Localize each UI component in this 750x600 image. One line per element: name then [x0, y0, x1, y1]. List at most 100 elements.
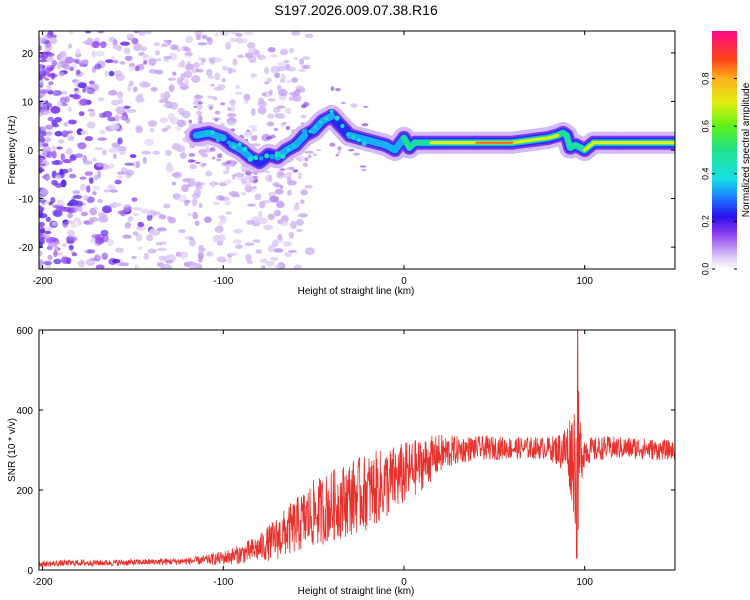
snr-series-line: [39, 330, 675, 567]
noise-blob: [124, 55, 133, 61]
noise-blob: [54, 241, 61, 245]
noise-blob: [198, 255, 203, 263]
noise-blob: [103, 208, 112, 213]
noise-blob: [114, 114, 120, 122]
snr-ylabel: SNR (10 * v/v): [7, 418, 18, 482]
noise-blob: [96, 162, 104, 167]
noise-blob: [206, 68, 213, 77]
snr-panel: 0 200 400 600 -200 -100 0 100 SNR (10 * v/v) H…: [7, 326, 676, 597]
spectrogram-ylabel: Frequency (Hz): [7, 116, 18, 185]
noise-blob: [282, 122, 287, 125]
noise-blob: [200, 62, 205, 66]
noise-blob: [107, 184, 116, 190]
noise-blob: [72, 194, 83, 199]
noise-blob: [94, 63, 102, 70]
noise-blob: [95, 264, 105, 269]
noise-blob: [39, 39, 46, 43]
noise-blob: [39, 166, 43, 174]
y-tick-label: 600: [16, 326, 33, 337]
noise-blob: [54, 130, 63, 137]
noise-blob: [47, 242, 57, 247]
noise-blob: [195, 110, 203, 115]
noise-blob: [214, 72, 221, 81]
noise-blob: [197, 42, 208, 46]
noise-blob: [163, 91, 171, 99]
noise-blob: [88, 217, 95, 224]
noise-blob: [267, 113, 275, 119]
noise-blob: [112, 153, 117, 160]
noise-blob: [117, 91, 124, 99]
noise-blob: [156, 227, 167, 232]
spectrogram-y-axis: -20 -10 0 10 20: [19, 49, 675, 254]
noise-blob: [97, 31, 105, 34]
noise-blob: [267, 213, 276, 221]
noise-blob: [83, 194, 89, 201]
noise-blob: [216, 256, 227, 262]
snr-xlabel: Height of straight line (km): [298, 586, 415, 597]
noise-blob: [285, 79, 292, 84]
noise-blob: [186, 60, 191, 68]
noise-blob: [244, 242, 255, 247]
noise-blob: [276, 105, 286, 109]
noise-blob: [44, 51, 52, 55]
y-tick-label: 20: [22, 49, 34, 60]
noise-blob: [211, 156, 216, 160]
y-tick-label: -20: [19, 243, 34, 254]
noise-blob: [216, 158, 221, 162]
noise-blob: [198, 148, 207, 155]
noise-blob: [296, 218, 304, 226]
noise-blob: [112, 259, 121, 264]
x-tick-label: -200: [33, 276, 53, 287]
noise-blob: [285, 107, 292, 115]
noise-blob: [39, 158, 43, 164]
noise-blob: [72, 58, 78, 63]
noise-blob: [39, 71, 44, 75]
snr-frame: [38, 329, 676, 571]
noise-blob: [170, 44, 179, 51]
noise-blob: [288, 47, 295, 54]
noise-blob: [87, 108, 95, 112]
noise-blob: [163, 56, 172, 60]
noise-blob: [232, 58, 238, 66]
noise-blob: [197, 121, 203, 124]
noise-blob: [228, 252, 238, 256]
noise-blob: [204, 216, 212, 223]
spectrogram-xlabel: Height of straight line (km): [298, 286, 415, 297]
y-tick-label: 400: [16, 406, 33, 417]
noise-blob: [294, 264, 302, 269]
noise-blob: [113, 59, 119, 64]
noise-blob: [51, 179, 58, 186]
noise-blob: [210, 83, 215, 87]
ridge-peak: [199, 133, 204, 138]
noise-blob: [144, 138, 154, 146]
noise-blob: [363, 105, 369, 108]
noise-blob: [157, 247, 167, 252]
noise-blob: [86, 38, 93, 46]
noise-blob: [97, 170, 102, 179]
noise-blob: [283, 59, 290, 64]
noise-blob: [150, 86, 158, 92]
noise-blob: [128, 65, 136, 72]
noise-blob: [43, 260, 52, 266]
noise-blob: [167, 39, 172, 46]
noise-blob: [97, 137, 107, 141]
noise-blob: [165, 149, 172, 156]
noise-blob: [302, 101, 310, 107]
noise-blob: [104, 70, 110, 77]
noise-blob: [51, 59, 57, 67]
colorbar-ticks: 0.0 0.2 0.4 0.6 0.8: [701, 72, 737, 275]
noise-blob: [114, 70, 122, 77]
noise-blob: [227, 113, 237, 118]
noise-blob: [244, 52, 254, 59]
ridge-segment: [510, 136, 551, 145]
noise-blob: [229, 37, 239, 42]
noise-blob: [42, 146, 52, 153]
noise-blob: [132, 86, 138, 93]
noise-blob: [183, 70, 193, 78]
noise-blob: [302, 162, 308, 168]
noise-blob: [258, 217, 268, 225]
noise-blob: [114, 179, 122, 185]
noise-blob: [162, 103, 171, 108]
noise-blob: [77, 142, 87, 150]
noise-blob: [73, 217, 81, 222]
